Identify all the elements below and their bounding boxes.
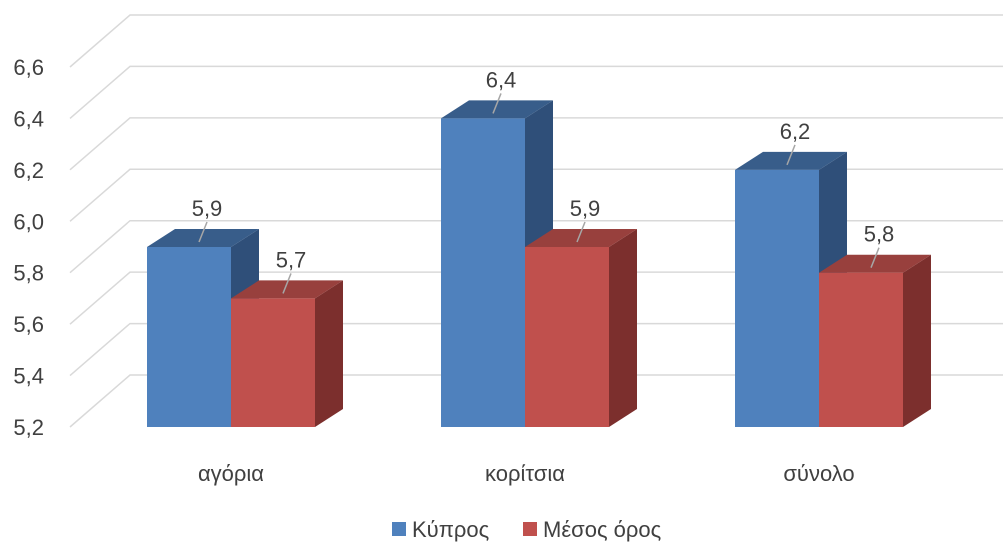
data-label: 5,9 (192, 196, 223, 221)
y-tick-label: 5,6 (13, 312, 44, 337)
gridline-3 (69, 219, 1003, 274)
x-axis-category-labels: αγόρια κορίτσια σύνολο (198, 461, 855, 486)
data-label-leader (198, 221, 208, 243)
data-label-leader (786, 144, 796, 166)
category-label: κορίτσια (485, 461, 565, 486)
bar-kypros-0 (147, 229, 259, 427)
gridline-6 (69, 65, 1003, 119)
gridline-7 (69, 14, 1003, 68)
bar-front (147, 247, 231, 427)
data-label: 6,4 (486, 67, 517, 92)
data-label: 5,9 (570, 196, 601, 221)
bar-side (315, 280, 343, 427)
data-label-leader (576, 221, 586, 243)
bar-front (525, 247, 609, 427)
y-tick-label: 6,2 (13, 158, 44, 183)
bar-mesos-oros-0 (231, 280, 343, 427)
bar-front (819, 272, 903, 427)
bar-front (735, 169, 819, 427)
data-label-leader (492, 93, 502, 114)
bar-top (525, 229, 637, 247)
gridline-4 (69, 168, 1003, 222)
bar-mesos-oros-2 (819, 254, 931, 427)
gridline-0 (69, 374, 1003, 428)
bar-top (231, 280, 343, 299)
category-label: αγόρια (198, 461, 264, 486)
data-label-leader (282, 273, 292, 294)
bar-front (441, 118, 525, 427)
y-tick-label: 6,4 (13, 106, 44, 131)
data-labels: 5,9 5,7 6,4 5,9 6,2 5,8 (192, 67, 895, 294)
gridlines (69, 14, 1003, 428)
bar-top (441, 100, 553, 119)
gridline-2 (69, 271, 1003, 325)
bar-mesos-oros-1 (525, 229, 637, 427)
category-label: σύνολο (783, 461, 854, 486)
data-label: 6,2 (780, 119, 811, 144)
y-tick-label: 6,6 (13, 55, 44, 80)
data-label-leader (870, 247, 880, 268)
bar-top (819, 254, 931, 273)
data-label: 5,8 (864, 222, 895, 247)
legend-label: Κύπρος (412, 517, 489, 542)
y-axis-tick-labels: 5,2 5,4 5,6 5,8 6,0 6,2 6,4 6,6 (13, 55, 44, 440)
gridline-5 (69, 117, 1003, 171)
bar-side (903, 254, 931, 427)
y-tick-label: 5,4 (13, 364, 44, 389)
legend-swatch (392, 522, 406, 536)
bar-front (231, 298, 315, 427)
y-tick-label: 6,0 (13, 209, 44, 234)
bar-top (735, 151, 847, 170)
y-tick-label: 5,2 (13, 415, 44, 440)
bar-side (609, 229, 637, 427)
bars (147, 100, 931, 427)
data-label: 5,7 (276, 247, 307, 272)
legend-swatch (523, 522, 537, 536)
y-tick-label: 5,8 (13, 261, 44, 286)
gridline-1 (69, 322, 1003, 377)
bar-top (147, 229, 259, 247)
legend-label: Μέσος όρος (543, 517, 661, 542)
legend: Κύπρος Μέσος όρος (392, 517, 661, 542)
